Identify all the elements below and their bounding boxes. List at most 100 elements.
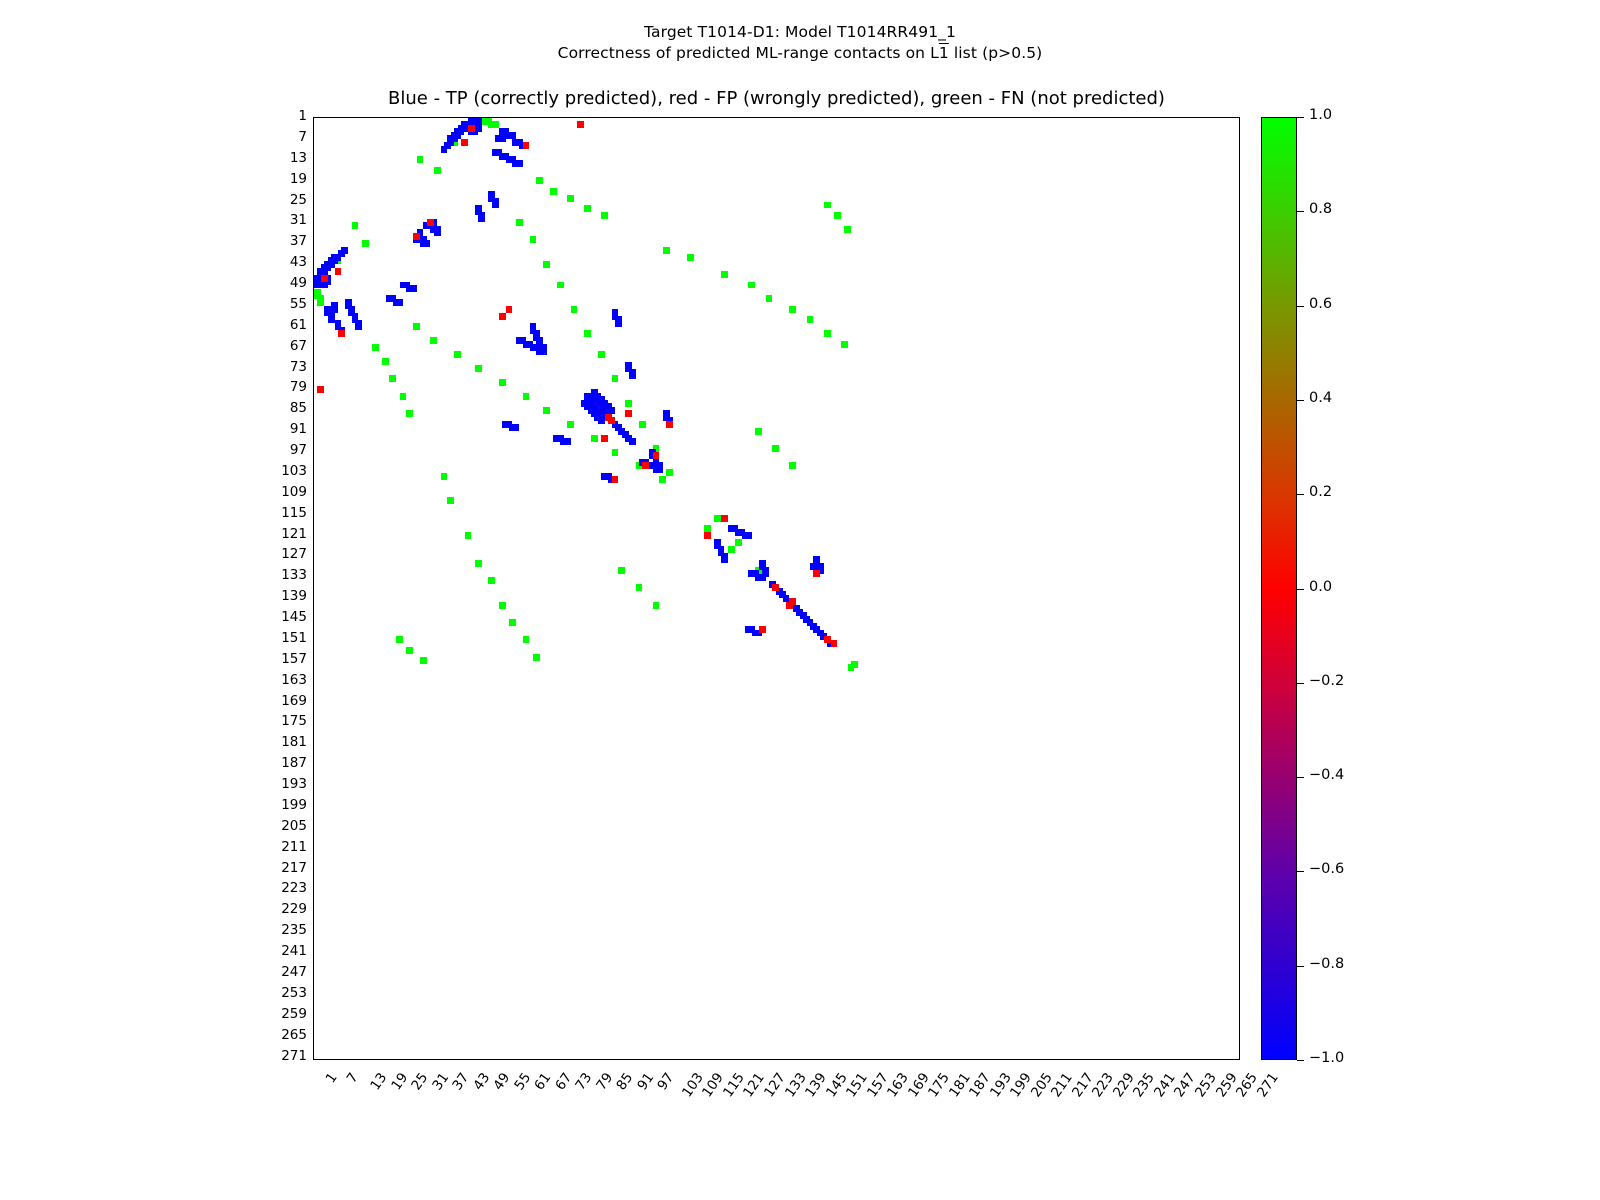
- contact-cell-fn: [652, 601, 660, 609]
- colorbar-tick: [1297, 777, 1304, 779]
- contact-cell-tp: [645, 462, 653, 470]
- figure-title-line-2: Correctness of predicted ML-range contac…: [0, 43, 1600, 64]
- contact-cell-tp: [409, 285, 417, 292]
- contact-cell-tp: [597, 396, 605, 404]
- figure-title-line-1: Target T1014-D1: Model T1014RR491_1: [644, 23, 956, 41]
- contact-cell-tp: [721, 556, 728, 564]
- contact-cell-tp: [331, 257, 338, 265]
- contact-cell-fn: [420, 657, 427, 665]
- contact-cell-fn: [556, 281, 564, 289]
- y-tick-label: 19: [289, 170, 307, 187]
- contact-cell-tp: [792, 605, 800, 613]
- contact-cell-tp: [457, 128, 465, 136]
- contact-cell-tp: [727, 525, 735, 533]
- contact-cell-tp: [402, 281, 410, 289]
- contact-cell-tp: [731, 525, 739, 533]
- y-tick-label: 223: [281, 880, 307, 897]
- contact-cell-tp: [611, 312, 619, 320]
- contact-cell-fn: [652, 445, 660, 453]
- contact-cell-fn: [474, 559, 482, 567]
- contact-cell-tp: [656, 462, 663, 470]
- contact-cell-fn: [806, 316, 814, 324]
- colorbar-tick: [1297, 399, 1304, 401]
- contact-cell-tp: [652, 459, 660, 466]
- contact-cell-fn: [618, 566, 626, 574]
- contact-cell-tp: [430, 218, 438, 226]
- contact-cell-tp: [796, 608, 804, 616]
- contact-cell-tp: [474, 208, 482, 216]
- y-tick-label: 25: [289, 191, 307, 208]
- contact-cell-tp: [806, 619, 814, 627]
- contact-cell-fn: [601, 211, 609, 219]
- contact-cell-tp: [334, 319, 342, 327]
- y-tick-label: 193: [281, 776, 307, 793]
- contact-cell-fp: [608, 417, 615, 425]
- colorbar-tick: [1297, 211, 1304, 213]
- y-tick-label: 157: [281, 650, 307, 667]
- contact-cell-tp: [324, 260, 332, 268]
- contact-cell-tp: [348, 305, 356, 313]
- y-tick-label: 85: [289, 400, 307, 417]
- contact-cell-fn: [430, 337, 438, 345]
- contact-cell-tp: [597, 406, 605, 414]
- figure-title: Target T1014-D1: Model T1014RR491_1 Corr…: [0, 22, 1600, 64]
- contact-cell-fn: [550, 187, 557, 195]
- y-tick-label: 31: [289, 212, 307, 229]
- contact-cell-tp: [560, 438, 568, 446]
- contact-cell-fp: [666, 420, 674, 428]
- contact-cell-tp: [628, 372, 636, 379]
- contact-cell-tp: [474, 118, 482, 125]
- contact-cell-tp: [532, 333, 540, 341]
- contact-cell-fn: [508, 619, 516, 627]
- contact-cell-tp: [385, 295, 393, 303]
- y-tick-label: 253: [281, 984, 307, 1001]
- contact-cell-tp: [423, 239, 431, 247]
- contact-cell-tp: [406, 285, 414, 292]
- y-tick-label: 259: [281, 1005, 307, 1022]
- x-tick-label: 55: [511, 1070, 534, 1094]
- contact-cell-fn: [522, 636, 530, 644]
- contact-cell-tp: [768, 580, 776, 588]
- contact-cell-fn: [351, 222, 359, 230]
- contact-cell-tp: [508, 424, 516, 432]
- contact-cell-fn: [433, 166, 441, 174]
- contact-cell-tp: [324, 274, 332, 282]
- contact-cell-tp: [488, 194, 496, 202]
- contact-cell-tp: [816, 629, 824, 637]
- contact-cell-tp: [355, 323, 362, 331]
- contact-cell-tp: [755, 629, 763, 637]
- contact-cell-fn: [450, 138, 458, 146]
- contact-cell-tp: [587, 396, 595, 404]
- contact-cell-fn: [823, 201, 831, 209]
- contact-cell-fn: [522, 392, 530, 400]
- colorbar-tick: [1297, 305, 1304, 307]
- x-tick-label: 19: [387, 1070, 411, 1094]
- contact-cell-fp: [461, 138, 468, 146]
- contact-map-plot-area[interactable]: [313, 117, 1240, 1060]
- y-tick-label: 115: [281, 504, 307, 521]
- contact-cell-tp: [745, 532, 752, 540]
- y-tick-label: 7: [298, 128, 307, 145]
- contact-cell-tp: [809, 622, 817, 630]
- contact-cell-fp: [334, 267, 342, 275]
- contact-cell-tp: [471, 121, 479, 129]
- contact-cell-tp: [341, 246, 349, 254]
- contact-cell-fp: [611, 476, 619, 484]
- contact-cell-fn: [416, 156, 424, 164]
- contact-cell-tp: [608, 406, 615, 414]
- contact-cell-tp: [454, 131, 462, 139]
- contact-cell-tp: [601, 472, 609, 480]
- y-tick-label: 49: [289, 275, 307, 292]
- contact-cell-tp: [317, 271, 325, 279]
- contact-cell-fp: [413, 232, 421, 240]
- contact-cell-tp: [522, 340, 530, 348]
- contact-cell-tp: [478, 211, 486, 219]
- x-tick-label: 85: [613, 1070, 637, 1094]
- y-tick-label: 91: [289, 421, 307, 438]
- contact-cell-fn: [481, 118, 489, 125]
- contact-cell-fn: [851, 660, 858, 668]
- x-tick-label: 13: [367, 1070, 391, 1094]
- contact-cell-fn: [454, 351, 462, 359]
- contact-cell-tp: [529, 326, 537, 334]
